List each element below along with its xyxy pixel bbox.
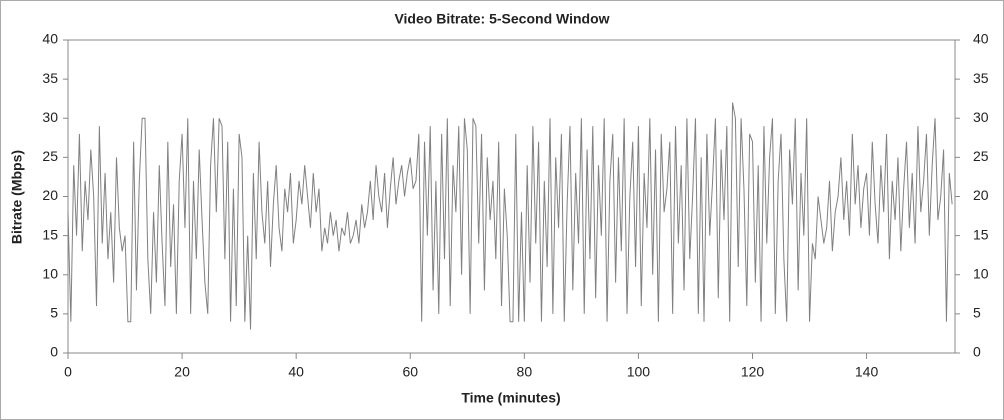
y-tick-label: 30 <box>42 109 58 125</box>
y-tick-label: 15 <box>42 226 58 242</box>
y2-tick-label: 20 <box>973 187 989 203</box>
x-tick-label: 80 <box>517 364 533 380</box>
y-tick-label: 35 <box>42 70 58 86</box>
y-tick-label: 0 <box>50 344 58 360</box>
x-tick-label: 0 <box>64 364 72 380</box>
y2-tick-label: 0 <box>973 344 981 360</box>
x-axis-label: Time (minutes) <box>461 390 560 406</box>
chart-title: Video Bitrate: 5-Second Window <box>394 11 609 27</box>
y-tick-label: 20 <box>42 187 58 203</box>
y-tick-label: 25 <box>42 148 58 164</box>
y2-tick-label: 5 <box>973 305 981 321</box>
x-tick-label: 60 <box>402 364 418 380</box>
y-tick-label: 10 <box>42 265 58 281</box>
y2-tick-label: 15 <box>973 226 989 242</box>
x-tick-label: 100 <box>627 364 651 380</box>
x-tick-label: 20 <box>174 364 190 380</box>
y2-tick-label: 10 <box>973 265 989 281</box>
y2-tick-label: 40 <box>973 31 989 47</box>
y-axis-label: Bitrate (Mbps) <box>9 150 25 244</box>
y-tick-label: 5 <box>50 305 58 321</box>
x-tick-label: 140 <box>855 364 879 380</box>
x-tick-label: 40 <box>288 364 304 380</box>
y2-tick-label: 35 <box>973 70 989 86</box>
y2-tick-label: 30 <box>973 109 989 125</box>
x-tick-label: 120 <box>741 364 765 380</box>
y-tick-label: 40 <box>42 31 58 47</box>
y2-tick-label: 25 <box>973 148 989 164</box>
bitrate-line <box>67 102 953 330</box>
